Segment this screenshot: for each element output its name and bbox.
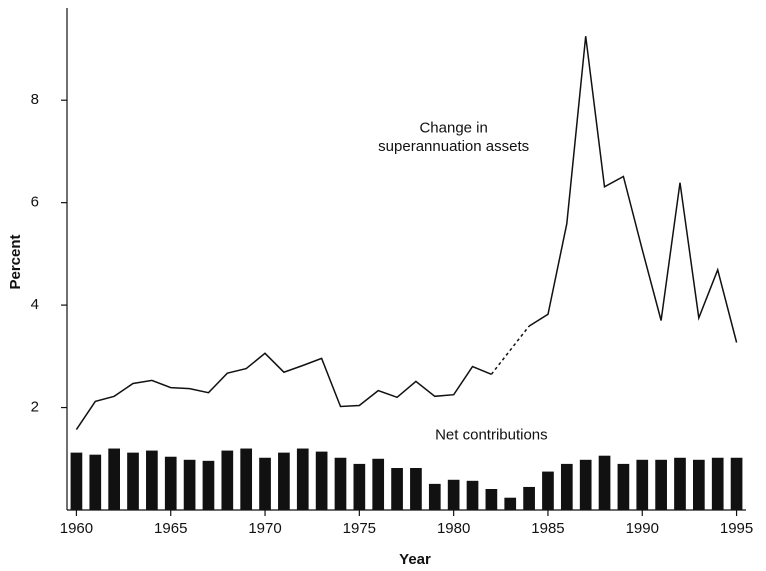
line (75, 352, 492, 431)
bar (542, 471, 554, 510)
bar (202, 460, 215, 510)
bar (466, 480, 479, 510)
bar (391, 467, 403, 510)
bar (428, 483, 441, 510)
bar (560, 463, 573, 510)
bar (221, 450, 234, 510)
bar (240, 448, 253, 510)
bar (617, 463, 630, 510)
x-tick-label: 1965 (154, 520, 187, 537)
bar (127, 452, 139, 510)
bar (693, 459, 705, 510)
bar (598, 455, 611, 510)
y-tick-label: 8 (31, 91, 39, 108)
bar (711, 457, 724, 510)
bar (372, 458, 385, 510)
bar (164, 456, 177, 510)
bar (353, 463, 366, 510)
bar (70, 452, 83, 510)
series-label: Change in superannuation assets (378, 119, 529, 155)
bar (259, 457, 271, 510)
bar (183, 459, 196, 510)
x-tick-label: 1985 (531, 520, 564, 537)
bar (485, 488, 498, 510)
bar (655, 459, 667, 510)
bar (410, 467, 422, 510)
x-tick-label: 1970 (248, 520, 281, 537)
line (490, 325, 530, 375)
bar (636, 459, 649, 510)
bar (579, 459, 592, 510)
bar (278, 452, 290, 510)
y-tick-label: 2 (31, 399, 39, 416)
bar (334, 457, 347, 510)
line (528, 36, 738, 343)
y-tick-label: 4 (31, 296, 39, 313)
x-tick-label: 1975 (343, 520, 376, 537)
bar (504, 497, 517, 510)
bar (296, 448, 309, 510)
bar (447, 479, 460, 510)
series-label: Net contributions (435, 426, 548, 443)
x-tick-label: 1995 (720, 520, 753, 537)
bar (89, 454, 102, 510)
bar (730, 457, 743, 510)
bar (674, 457, 686, 510)
bar (108, 448, 120, 510)
bar (146, 450, 158, 510)
x-tick-label: 1980 (437, 520, 470, 537)
x-tick-label: 1990 (626, 520, 659, 537)
y-axis-title: Percent (7, 234, 24, 289)
bar (315, 451, 328, 510)
bar (523, 486, 535, 510)
x-tick-label: 1960 (60, 520, 93, 537)
x-axis-title: Year (399, 551, 431, 568)
y-tick-label: 6 (31, 194, 39, 211)
